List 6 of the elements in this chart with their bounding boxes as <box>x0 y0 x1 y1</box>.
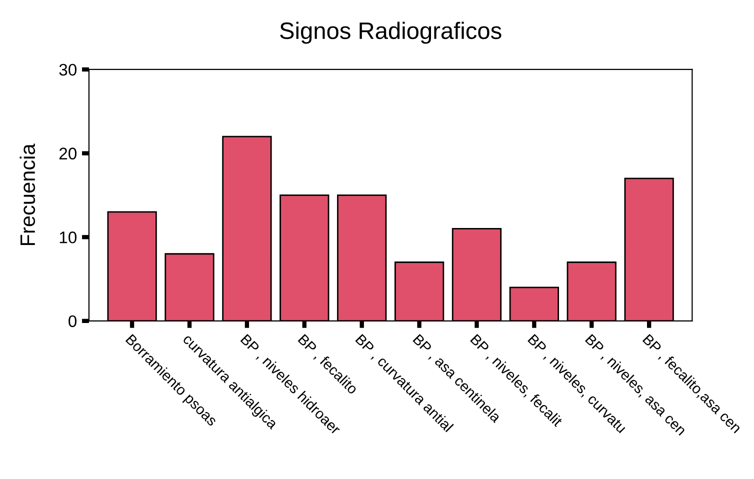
chart-title: Signos Radiograficos <box>280 22 502 44</box>
y-tick-label: 20 <box>59 148 77 160</box>
y-axis-title: Frecuencia <box>20 144 36 246</box>
y-tick-label: 10 <box>60 232 77 244</box>
y-tick-label: 0 <box>68 315 77 328</box>
y-tick-label: 30 <box>59 64 77 76</box>
